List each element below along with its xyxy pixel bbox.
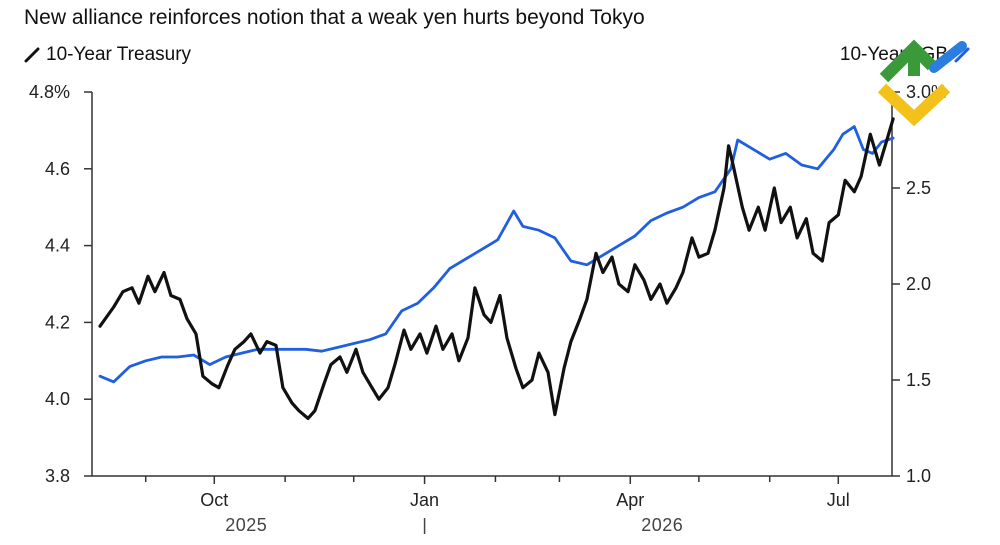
brand-logo-icon <box>877 39 967 127</box>
left-tick-label: 4.2 <box>45 312 70 332</box>
right-tick-label: 2.5 <box>906 178 931 198</box>
x-tick-label: Jan <box>410 490 439 510</box>
chart-title: New alliance reinforces notion that a we… <box>24 6 645 29</box>
right-tick-label: 1.5 <box>906 370 931 390</box>
year-label: 2026 <box>641 515 683 535</box>
slash-line-icon <box>24 47 40 63</box>
left-tick-label: 3.8 <box>45 466 70 486</box>
x-tick-label: Apr <box>616 490 644 510</box>
legend-treasury: 10-Year Treasury <box>24 44 191 66</box>
right-tick-label: 1.0 <box>906 466 931 486</box>
series-line-treasury <box>98 117 895 420</box>
left-tick-label: 4.8% <box>29 82 70 102</box>
x-tick-label: Jul <box>827 490 850 510</box>
year-label: 2025 <box>225 515 267 535</box>
x-tick-label: Oct <box>200 490 228 510</box>
right-y-axis: 3.0%2.52.01.51.0 <box>891 82 947 486</box>
left-y-axis: 4.8% 4.6 4.4 4.2 4.0 3.8 <box>29 82 93 486</box>
left-tick-label: 4.6 <box>45 159 70 179</box>
left-tick-label: 4.0 <box>45 389 70 409</box>
series-line-jgb <box>98 125 895 384</box>
slash-line-icon <box>954 47 970 63</box>
legend-treasury-label: 10-Year Treasury <box>46 44 192 65</box>
x-axis: Oct Jan Apr Jul 2025 2026 <box>92 475 892 535</box>
right-tick-label: 2.0 <box>906 274 931 294</box>
left-tick-label: 4.4 <box>45 236 70 256</box>
series-layer <box>98 117 895 420</box>
